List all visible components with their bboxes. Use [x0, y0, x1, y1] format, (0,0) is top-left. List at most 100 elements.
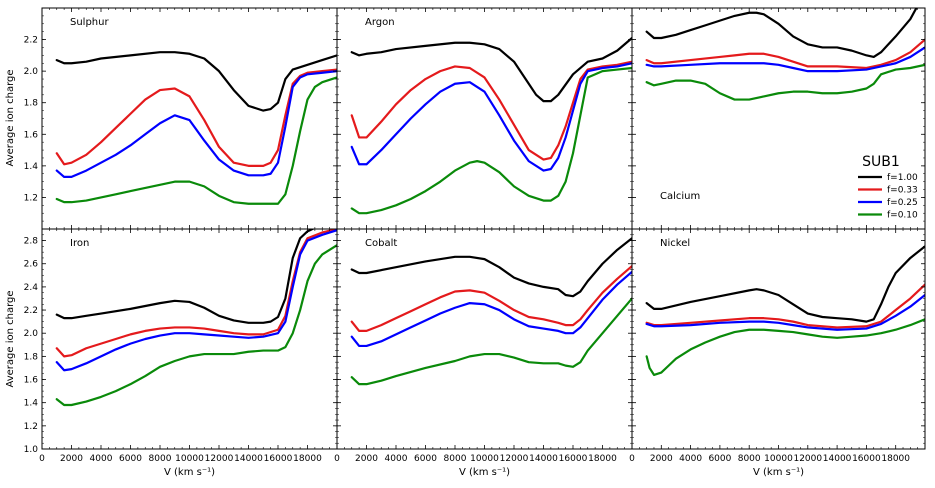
series-line-f-1_00: [55, 51, 337, 112]
x-tick-label: 0: [629, 454, 635, 464]
x-tick-label: 10000: [175, 454, 204, 464]
x-tick-label: 4000: [90, 454, 113, 464]
legend-label: f=0.25: [887, 198, 918, 208]
panel-title: Argon: [365, 17, 395, 28]
y-tick-label: 1.2: [24, 422, 38, 432]
panel-frame: [631, 228, 926, 450]
legend-label: f=1.00: [887, 173, 918, 183]
y-tick-label: 1.4: [24, 162, 39, 172]
x-tick-label: 2000: [60, 454, 83, 464]
series-line-f-1_00: [645, 245, 925, 323]
panel-frame: [41, 7, 338, 230]
series-line-f-0_10: [55, 244, 337, 407]
series-group: [55, 51, 337, 205]
panel-frame: [336, 228, 633, 450]
series-line-f-1_00: [645, 8, 918, 59]
series-group: [350, 36, 632, 215]
series-line-f-0_10: [645, 318, 925, 376]
x-tick-label: 0: [334, 454, 340, 464]
series-line-f-0_25: [645, 293, 925, 331]
legend-label: f=0.33: [887, 186, 918, 196]
series-line-f-0_10: [645, 63, 925, 101]
panel-nickel: 0 2000 4000 6000 8000 10000 12000 14000 16000 180…: [629, 228, 926, 464]
x-tick-label: 10000: [764, 454, 793, 464]
panel-frame: [336, 7, 633, 230]
series-line-f-1_00: [350, 237, 632, 298]
y-tick-label: 2.2: [24, 306, 38, 316]
x-tick-label: 4000: [679, 454, 702, 464]
panel-argon: Argon: [336, 7, 633, 230]
x-tick-label: 18000: [588, 454, 617, 464]
panel-cobalt: 0 2000 4000 6000 8000 10000 12000 14000 16000 180…: [334, 228, 633, 464]
y-tick-label: 1.4: [24, 399, 39, 409]
y-tick-label: 2.6: [24, 260, 39, 270]
y-tick-label: 2.2: [24, 36, 38, 46]
series-line-f-0_10: [55, 76, 337, 205]
x-tick-label: 16000: [852, 454, 881, 464]
panel-calcium: Calcium: [631, 7, 926, 230]
y-tick-label: 2.0: [24, 67, 39, 77]
y-tick-label: 1.8: [24, 352, 39, 362]
y-axis-label-top: Average ion charge: [5, 69, 16, 166]
x-tick-label: 10000: [470, 454, 499, 464]
x-tick-label: 2000: [650, 454, 673, 464]
series-line-f-0_33: [55, 229, 337, 358]
y-tick-label: 2.0: [24, 329, 39, 339]
y-tick-label: 1.0: [24, 445, 39, 455]
x-tick-label: 8000: [149, 454, 172, 464]
x-tick-label: 16000: [264, 454, 293, 464]
series-line-f-1_00: [55, 229, 315, 324]
panel-title: Cobalt: [365, 238, 397, 249]
series-line-f-0_10: [350, 297, 632, 386]
x-tick-label: 2000: [355, 454, 378, 464]
x-tick-label: 0: [39, 454, 45, 464]
y-tick-label: 2.8: [24, 237, 39, 247]
panel-title: Iron: [70, 238, 89, 249]
series-line-f-0_25: [645, 46, 925, 73]
series-line-f-0_25: [55, 229, 337, 372]
series-group: [645, 245, 925, 376]
y-tick-label: 1.6: [24, 376, 39, 386]
x-tick-label: 12000: [500, 454, 529, 464]
series-group: [645, 8, 925, 101]
panel-iron: 0 2000 4000 6000 8000 10000 12000 14000 16000 180…: [24, 228, 338, 464]
panel-title: Sulphur: [70, 17, 109, 28]
x-axis-label: V (km s⁻¹): [164, 467, 215, 478]
x-tick-label: 12000: [793, 454, 822, 464]
series-line-f-0_33: [645, 283, 925, 329]
x-tick-label: 12000: [205, 454, 234, 464]
panel-sulphur: 1.2 1.4 1.6 1.8 2.0 2.2 Sulphur: [24, 7, 338, 230]
x-tick-label: 14000: [823, 454, 852, 464]
x-axis-label: V (km s⁻¹): [753, 467, 804, 478]
x-tick-label: 4000: [385, 454, 408, 464]
x-tick-label: 14000: [529, 454, 558, 464]
series-line-f-0_33: [645, 38, 925, 70]
x-tick-label: 18000: [293, 454, 322, 464]
series-line-f-0_25: [350, 270, 632, 348]
legend-label: f=0.10: [887, 211, 918, 221]
x-tick-label: 8000: [738, 454, 761, 464]
series-line-f-0_33: [55, 68, 337, 167]
y-axis-labels: Average ion charge Average ion charge: [5, 69, 16, 387]
x-tick-label: 16000: [559, 454, 588, 464]
legend-title: SUB1: [862, 154, 900, 170]
series-line-f-1_00: [350, 36, 632, 103]
x-tick-label: 6000: [708, 454, 731, 464]
x-tick-label: 6000: [414, 454, 437, 464]
series-group: [55, 229, 337, 407]
series-line-f-0_33: [350, 264, 632, 332]
series-group: [350, 237, 632, 386]
y-tick-label: 1.8: [24, 99, 39, 109]
series-line-f-0_25: [55, 70, 337, 179]
y-tick-label: 2.4: [24, 283, 39, 293]
x-tick-label: 8000: [444, 454, 467, 464]
x-tick-label: 14000: [234, 454, 263, 464]
x-axis-label: V (km s⁻¹): [459, 467, 510, 478]
panel-title: Nickel: [660, 238, 690, 249]
series-line-f-0_25: [350, 62, 632, 172]
series-line-f-0_10: [350, 66, 632, 215]
y-axis-label-bottom: Average ion charge: [5, 290, 16, 387]
legend: SUB1 f=1.00 f=0.33 f=0.25 f=0.10: [858, 154, 918, 221]
x-axis-labels: V (km s⁻¹) V (km s⁻¹) V (km s⁻¹): [164, 467, 804, 478]
